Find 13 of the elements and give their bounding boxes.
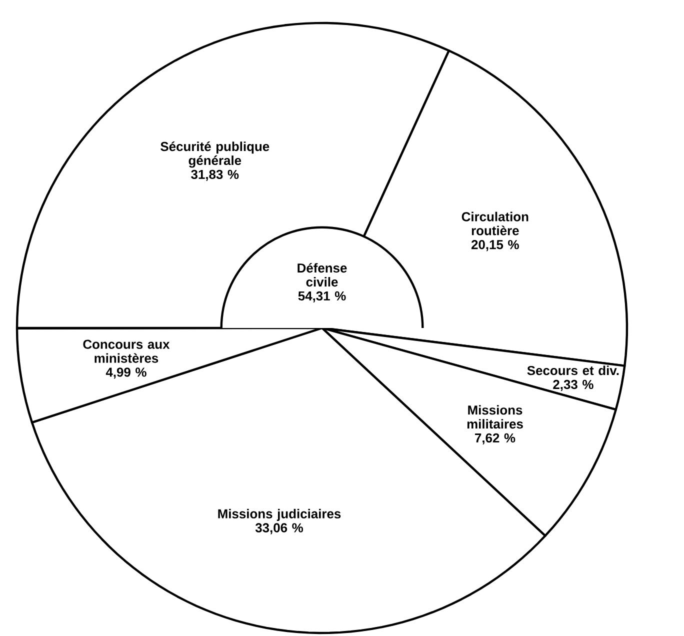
slice-label: Missions militaires: [467, 405, 523, 429]
slice-label: Concours aux ministères: [83, 340, 170, 363]
slice-label: Sécurité publique générale: [160, 141, 270, 168]
slice-label: Secours et div.: [527, 366, 619, 376]
slice-label: Missions judiciaires: [218, 508, 341, 521]
data-label: 7,62 %: [475, 433, 516, 444]
data-label: 31,83 %: [191, 170, 239, 181]
data-label: 2,33 %: [553, 380, 594, 391]
slice-label: Circulation routière: [462, 212, 528, 236]
data-label: 4,99 %: [106, 368, 146, 379]
data-label: 20,15 %: [471, 240, 519, 252]
data-label: 33,06 %: [255, 523, 304, 534]
text: Défense civile 54,31 %: [298, 262, 347, 302]
